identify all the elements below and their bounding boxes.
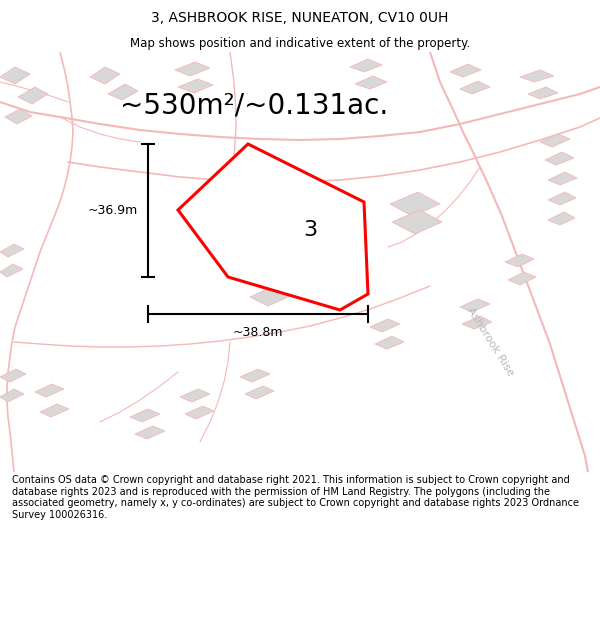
- Polygon shape: [390, 192, 440, 216]
- Polygon shape: [90, 67, 120, 84]
- Polygon shape: [250, 284, 295, 306]
- Polygon shape: [185, 406, 214, 419]
- Polygon shape: [280, 222, 345, 252]
- Polygon shape: [520, 70, 554, 82]
- Text: ~530m²/~0.131ac.: ~530m²/~0.131ac.: [120, 92, 388, 120]
- Polygon shape: [460, 81, 490, 94]
- Polygon shape: [548, 212, 575, 225]
- Polygon shape: [462, 316, 492, 329]
- Polygon shape: [0, 244, 24, 257]
- Polygon shape: [508, 272, 536, 285]
- Text: Contains OS data © Crown copyright and database right 2021. This information is : Contains OS data © Crown copyright and d…: [12, 475, 579, 520]
- Text: Ashbrook Rise: Ashbrook Rise: [465, 306, 515, 378]
- Polygon shape: [5, 109, 32, 124]
- Polygon shape: [0, 389, 24, 402]
- Polygon shape: [548, 172, 577, 185]
- Polygon shape: [240, 369, 270, 382]
- Polygon shape: [178, 144, 368, 310]
- Polygon shape: [545, 152, 574, 165]
- Polygon shape: [180, 389, 210, 402]
- Polygon shape: [350, 59, 382, 72]
- Polygon shape: [460, 299, 490, 312]
- Polygon shape: [548, 192, 576, 205]
- Polygon shape: [528, 87, 558, 99]
- Text: ~36.9m: ~36.9m: [88, 204, 138, 217]
- Polygon shape: [0, 369, 26, 382]
- Text: 3: 3: [303, 220, 317, 240]
- Polygon shape: [35, 384, 64, 397]
- Polygon shape: [0, 67, 30, 84]
- Text: ~38.8m: ~38.8m: [233, 326, 283, 339]
- Polygon shape: [40, 404, 69, 417]
- Polygon shape: [370, 319, 400, 332]
- Polygon shape: [245, 386, 274, 399]
- Polygon shape: [540, 134, 570, 147]
- Polygon shape: [505, 254, 534, 267]
- Polygon shape: [18, 87, 48, 104]
- Polygon shape: [178, 79, 213, 93]
- Polygon shape: [392, 210, 442, 234]
- Polygon shape: [130, 409, 160, 422]
- Text: 3, ASHBROOK RISE, NUNEATON, CV10 0UH: 3, ASHBROOK RISE, NUNEATON, CV10 0UH: [151, 11, 449, 26]
- Polygon shape: [135, 426, 165, 439]
- Polygon shape: [108, 84, 138, 100]
- Polygon shape: [0, 264, 23, 277]
- Polygon shape: [450, 64, 481, 77]
- Text: Map shows position and indicative extent of the property.: Map shows position and indicative extent…: [130, 38, 470, 51]
- Polygon shape: [375, 336, 404, 349]
- Polygon shape: [175, 62, 210, 76]
- Polygon shape: [355, 76, 387, 89]
